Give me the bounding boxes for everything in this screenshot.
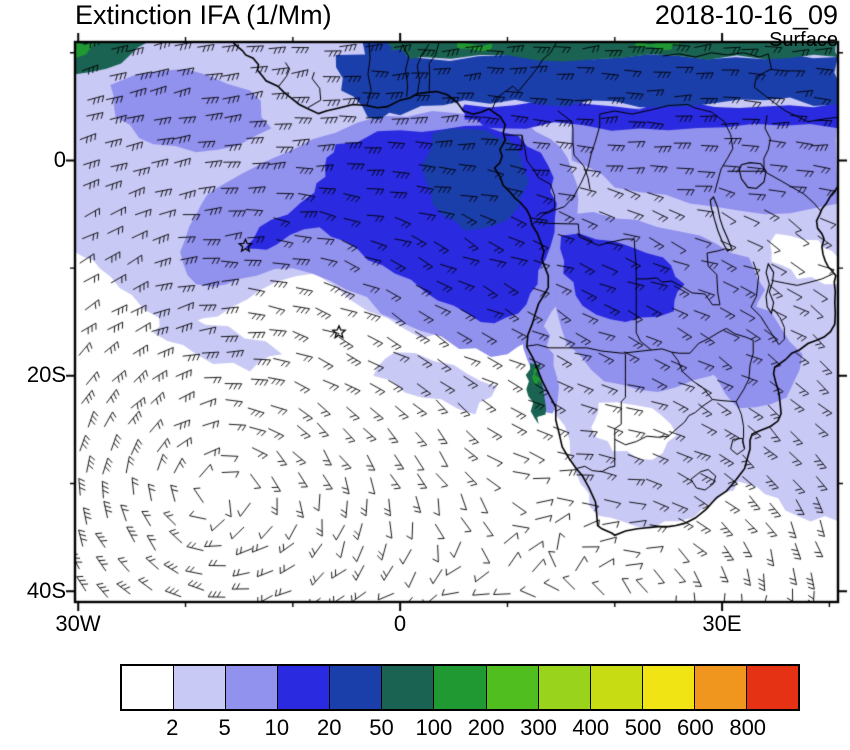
colorbar-cell — [642, 666, 695, 709]
colorbar-level-label: 2 — [166, 715, 179, 740]
level-label: Surface — [769, 29, 838, 51]
colorbar-cell — [226, 666, 279, 709]
colorbar-level-label: 600 — [677, 715, 714, 740]
colorbar-cell — [694, 666, 747, 709]
colorbar-cell — [382, 666, 435, 709]
y-axis-tick-label-20s: 20S — [26, 362, 66, 387]
colorbar-cell — [590, 666, 643, 709]
y-axis-tick-label-0: 0 — [53, 147, 66, 172]
colorbar-cell — [174, 666, 227, 709]
x-axis-tick-label-30e: 30E — [702, 611, 742, 636]
colorbar-cell — [486, 666, 539, 709]
x-axis-tick-label-30w: 30W — [55, 611, 101, 636]
colorbar-cell — [538, 666, 591, 709]
colorbar-level-label: 500 — [624, 715, 662, 740]
colorbar-level-label: 300 — [520, 715, 557, 740]
datetime-label: 2018-10-16_09 — [654, 0, 838, 30]
colorbar-cell — [434, 666, 487, 709]
colorbar-level-label: 5 — [218, 715, 231, 740]
colorbar — [120, 664, 800, 711]
x-axis-tick-label-0: 0 — [393, 611, 407, 636]
colorbar-cell — [122, 666, 175, 709]
colorbar-level-label: 200 — [467, 715, 505, 740]
colorbar-level-label: 20 — [316, 715, 342, 740]
colorbar-cell — [330, 666, 383, 709]
page-title: Extinction IFA (1/Mm) — [75, 0, 332, 30]
y-axis-tick-label-40s: 40S — [26, 578, 66, 603]
colorbar-level-label: 800 — [729, 715, 767, 740]
colorbar-level-label: 400 — [572, 715, 610, 740]
colorbar-cell — [278, 666, 331, 709]
colorbar-cell — [746, 666, 799, 709]
colorbar-level-label: 10 — [264, 715, 290, 740]
colorbar-level-label: 50 — [369, 715, 394, 740]
colorbar-level-label: 100 — [415, 715, 453, 740]
